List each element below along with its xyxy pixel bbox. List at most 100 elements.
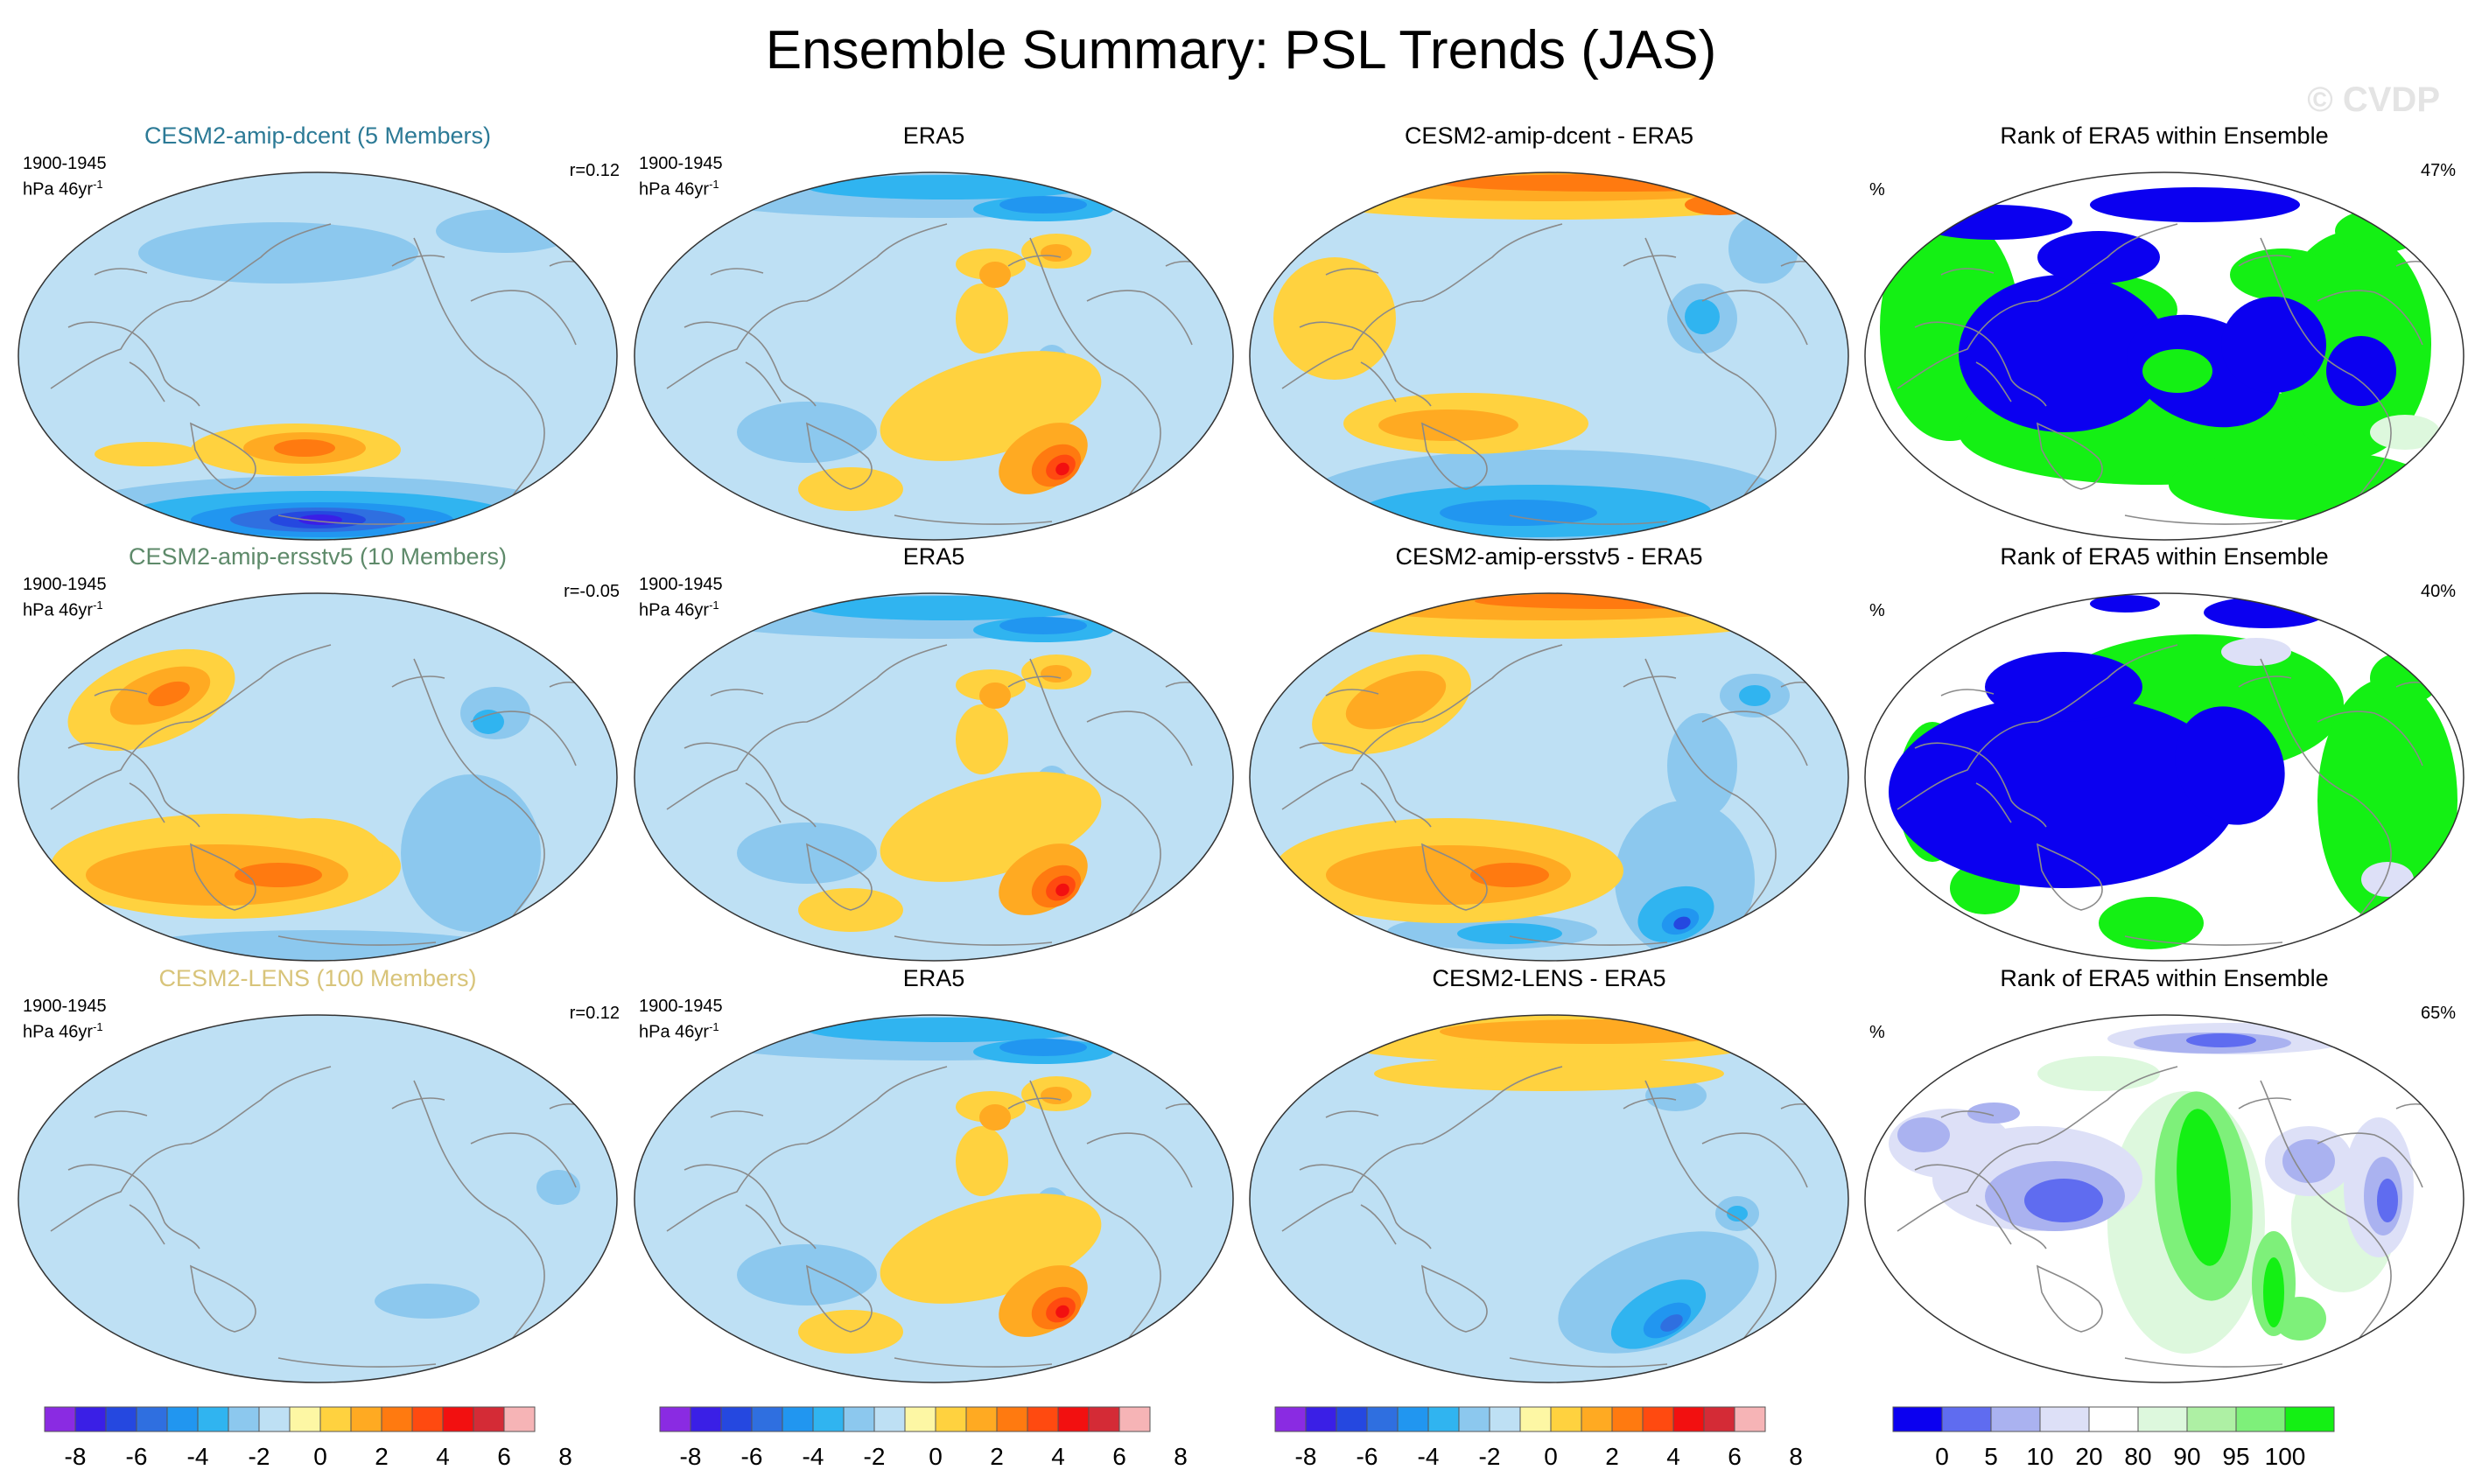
colorbar-box (350, 1406, 382, 1432)
pattern-correlation: r=0.12 (569, 161, 620, 180)
colorbar-box (965, 1406, 998, 1432)
colorbar-tick: 90 (2173, 1443, 2201, 1470)
colorbar-box (442, 1406, 474, 1432)
colorbar-tick: 6 (1112, 1443, 1126, 1470)
panel-obs-row1: ERA5 1900-1945 hPa 46yr-1 (632, 122, 1236, 542)
colorbar-tick: 0 (1935, 1443, 1949, 1470)
map-rank-row1 (1864, 172, 2464, 541)
rank-unit: % (1869, 1023, 1885, 1042)
units-exponent: -1 (709, 1020, 719, 1033)
colorbar-box (381, 1406, 413, 1432)
panel-period-units: 1900-1945 hPa 46yr-1 (639, 997, 723, 1043)
colorbar-box (2235, 1406, 2286, 1432)
colorbar-tick: 8 (1174, 1443, 1188, 1470)
colorbar-box (2284, 1406, 2335, 1432)
colorbar-tick: 20 (2075, 1443, 2103, 1470)
colorbar-tick: -6 (1356, 1443, 1378, 1470)
colorbar-box (105, 1406, 137, 1432)
colorbar-box (1611, 1406, 1644, 1432)
watermark: © CVDP (2307, 80, 2440, 119)
colorbar-box (1397, 1406, 1429, 1432)
colorbar-tick: 8 (558, 1443, 572, 1470)
panel-period-units: 1900-1945 hPa 46yr-1 (23, 154, 107, 200)
colorbar-tick: -4 (802, 1443, 824, 1470)
panel-model-row2: CESM2-amip-ersstv5 (10 Members) 1900-194… (16, 543, 620, 963)
colorbar-box (904, 1406, 936, 1432)
colorbar-tick: 10 (2026, 1443, 2054, 1470)
colorbar-box (690, 1406, 722, 1432)
map-rank-row3 (1864, 1014, 2464, 1383)
map-diff-row2 (1249, 592, 1849, 962)
colorbar-tick: -2 (1478, 1443, 1501, 1470)
colorbar-box (74, 1406, 107, 1432)
panel-title: CESM2-amip-ersstv5 - ERA5 (1395, 543, 1703, 570)
colorbar-tick: -2 (863, 1443, 886, 1470)
colorbar-box (782, 1406, 814, 1432)
panel-title: ERA5 (902, 543, 965, 570)
colorbar-trend-3: -8 -6 -4 -2 0 2 4 6 8 (1274, 1406, 1803, 1476)
colorbar-box (1458, 1406, 1490, 1432)
colorbar-box (2088, 1406, 2139, 1432)
colorbar-box (1366, 1406, 1399, 1432)
panel-period-units: 1900-1945 hPa 46yr-1 (23, 575, 107, 621)
map-rank-row2 (1864, 592, 2464, 962)
colorbar-tick: -2 (248, 1443, 270, 1470)
colorbar-tick: 4 (436, 1443, 450, 1470)
colorbar-box (1489, 1406, 1521, 1432)
units-label: hPa 46yr (639, 1022, 710, 1042)
colorbar-box (1118, 1406, 1151, 1432)
colorbar-box (228, 1406, 260, 1432)
colorbar-tick: 0 (313, 1443, 327, 1470)
units-exponent: -1 (93, 598, 103, 612)
panel-model-row1: CESM2-amip-dcent (5 Members) 1900-1945 h… (16, 122, 620, 542)
panel-title: CESM2-amip-dcent (5 Members) (144, 122, 492, 149)
panel-title: Rank of ERA5 within Ensemble (2000, 122, 2329, 149)
units-label: hPa 46yr (639, 600, 710, 620)
colorbar-tick: 4 (1051, 1443, 1065, 1470)
colorbar-tick: 2 (1605, 1443, 1619, 1470)
units-exponent: -1 (709, 178, 719, 191)
map-obs-row2 (634, 592, 1234, 962)
colorbar-box (319, 1406, 352, 1432)
colorbar-tick: -6 (740, 1443, 763, 1470)
colorbar-tick: 6 (497, 1443, 511, 1470)
panel-diff-row1: CESM2-amip-dcent - ERA5 (1247, 122, 1851, 542)
colorbar-box (1027, 1406, 1059, 1432)
panel-rank-row3: Rank of ERA5 within Ensemble 65%% (1862, 965, 2466, 1385)
panel-title: CESM2-LENS - ERA5 (1432, 965, 1666, 991)
colorbar-box (1057, 1406, 1090, 1432)
rank-percent: 65% (2420, 1004, 2456, 1023)
units-label: hPa 46yr (23, 1022, 94, 1042)
colorbar-tick: 8 (1789, 1443, 1803, 1470)
period-label: 1900-1945 (23, 575, 107, 594)
panel-title: CESM2-amip-dcent - ERA5 (1404, 122, 1694, 149)
panel-title: CESM2-amip-ersstv5 (10 Members) (128, 543, 508, 570)
colorbar-box (289, 1406, 321, 1432)
colorbar-box (136, 1406, 168, 1432)
rank-unit: % (1869, 601, 1885, 620)
colorbar-box (812, 1406, 845, 1432)
panel-period-units: 1900-1945 hPa 46yr-1 (23, 997, 107, 1043)
rank-percent: 47% (2420, 161, 2456, 180)
colorbar-tick: -8 (64, 1443, 87, 1470)
colorbar-tick: 95 (2222, 1443, 2250, 1470)
colorbar-box (2186, 1406, 2237, 1432)
map-model-row1 (18, 172, 618, 541)
colorbar-box (473, 1406, 505, 1432)
pattern-correlation: r=0.12 (569, 1004, 620, 1023)
panel-title: CESM2-LENS (100 Members) (158, 965, 477, 991)
colorbar-box (1642, 1406, 1674, 1432)
colorbar-box (1581, 1406, 1613, 1432)
colorbar-box (1703, 1406, 1735, 1432)
colorbar-box (166, 1406, 199, 1432)
units-label: hPa 46yr (23, 600, 94, 620)
period-label: 1900-1945 (639, 997, 723, 1016)
colorbar-box (1734, 1406, 1766, 1432)
units-label: hPa 46yr (23, 179, 94, 200)
colorbar-box (411, 1406, 444, 1432)
colorbar-box (659, 1406, 691, 1432)
colorbar-box (503, 1406, 536, 1432)
map-obs-row3 (634, 1014, 1234, 1383)
colorbar-box (873, 1406, 906, 1432)
panel-diff-row3: CESM2-LENS - ERA5 (1247, 965, 1851, 1385)
